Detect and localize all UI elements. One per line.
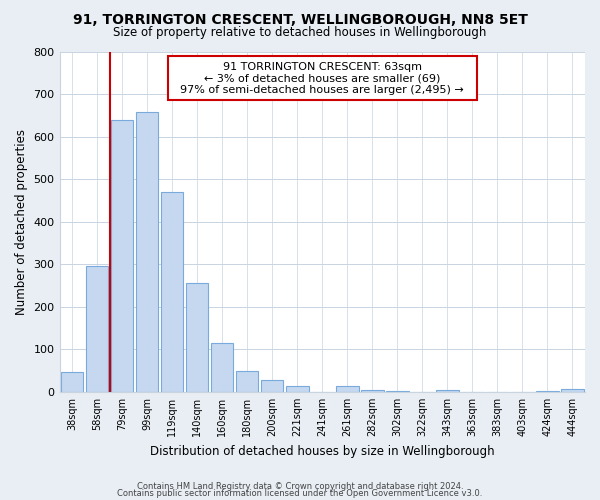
Bar (61, 372, 83, 392)
Text: Size of property relative to detached houses in Wellingborough: Size of property relative to detached ho… (113, 26, 487, 39)
Bar (561, 388, 584, 392)
Bar (536, 390, 559, 392)
Text: 91 TORRINGTON CRESCENT: 63sqm  
  ← 3% of detached houses are smaller (69)  
  9: 91 TORRINGTON CRESCENT: 63sqm ← 3% of de… (173, 62, 471, 95)
Bar (136, 112, 158, 392)
Bar (211, 343, 233, 392)
Text: 91, TORRINGTON CRESCENT, WELLINGBOROUGH, NN8 5ET: 91, TORRINGTON CRESCENT, WELLINGBOROUGH,… (73, 12, 527, 26)
Bar (261, 380, 283, 392)
Text: Contains public sector information licensed under the Open Government Licence v3: Contains public sector information licen… (118, 490, 482, 498)
Bar (86, 266, 109, 392)
Bar (236, 371, 259, 392)
Bar (436, 390, 458, 392)
Bar (186, 284, 208, 392)
Bar (286, 386, 308, 392)
X-axis label: Distribution of detached houses by size in Wellingborough: Distribution of detached houses by size … (150, 444, 494, 458)
Bar (361, 390, 383, 392)
Y-axis label: Number of detached properties: Number of detached properties (15, 128, 28, 314)
Text: Contains HM Land Registry data © Crown copyright and database right 2024.: Contains HM Land Registry data © Crown c… (137, 482, 463, 491)
Bar (111, 120, 133, 392)
Bar (161, 192, 184, 392)
Bar (336, 386, 359, 392)
Bar (386, 390, 409, 392)
